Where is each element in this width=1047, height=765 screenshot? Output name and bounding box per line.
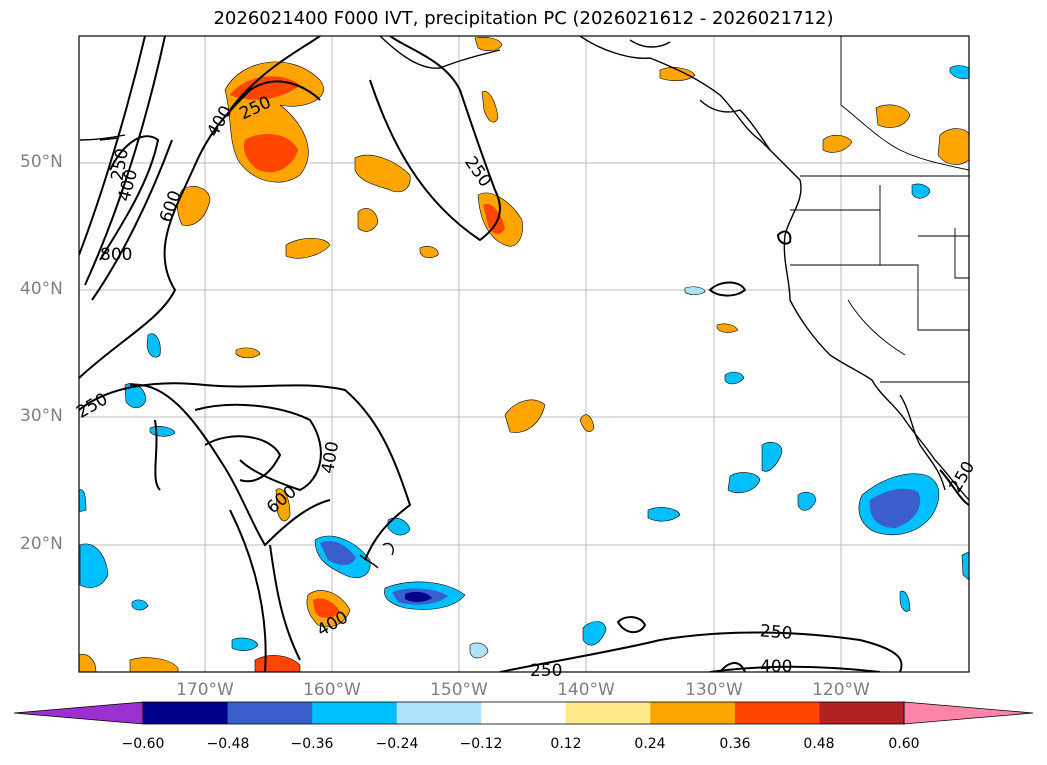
colorbar-cells	[143, 702, 905, 724]
lon-label: 160°W	[303, 680, 361, 700]
precip-positive-areas	[79, 36, 969, 672]
contour-label: 250	[759, 621, 793, 644]
map-panel: 250 400 600 800 250 400 250 600 400 400 …	[73, 35, 979, 681]
colorbar-tick-label: −0.36	[290, 736, 334, 752]
colorbar-extend-max	[903, 701, 1034, 725]
colorbar	[13, 701, 1034, 725]
lon-label: 130°W	[685, 680, 743, 700]
map-frame	[78, 35, 970, 673]
contour-label: 800	[100, 245, 132, 265]
colorbar-cell	[819, 702, 905, 724]
colorbar-tick-label: −0.24	[375, 736, 419, 752]
colorbar-cell	[312, 702, 398, 724]
colorbar-tick-label: 0.48	[803, 736, 835, 752]
map-title: 2026021400 F000 IVT, precipitation PC (2…	[213, 8, 834, 29]
political-borders	[790, 36, 969, 383]
precip-negative-areas	[79, 65, 969, 659]
colorbar-cell	[143, 702, 229, 724]
colorbar-cell	[650, 702, 736, 724]
colorbar-tick-label: 0.36	[719, 736, 751, 752]
colorbar-extend-min	[13, 701, 144, 725]
ivt-contours	[79, 36, 969, 672]
contour-label: 400	[760, 657, 792, 677]
colorbar-cell	[227, 702, 313, 724]
lat-label: 40°N	[20, 279, 63, 299]
colorbar-cell	[396, 702, 482, 724]
map-background	[79, 36, 969, 672]
colorbar-tick-label: −0.48	[206, 736, 250, 752]
coastline	[79, 36, 969, 569]
colorbar-tick-label: 0.24	[634, 736, 666, 752]
colorbar-tick-label: −0.60	[121, 736, 165, 752]
lon-label: 150°W	[430, 680, 488, 700]
colorbar-tick-label: 0.60	[888, 736, 920, 752]
colorbar-cell	[565, 702, 651, 724]
lon-label: 170°W	[176, 680, 234, 700]
lon-label: 120°W	[812, 680, 870, 700]
colorbar-cell	[481, 702, 567, 724]
colorbar-cell	[734, 702, 820, 724]
lon-label: 140°W	[557, 680, 615, 700]
lat-label: 50°N	[20, 152, 63, 172]
colorbar-tick-label: 0.12	[550, 736, 582, 752]
lat-label: 30°N	[20, 406, 63, 426]
lat-label: 20°N	[20, 534, 63, 554]
colorbar-tick-label: −0.12	[459, 736, 503, 752]
contour-label: 250	[530, 661, 562, 681]
